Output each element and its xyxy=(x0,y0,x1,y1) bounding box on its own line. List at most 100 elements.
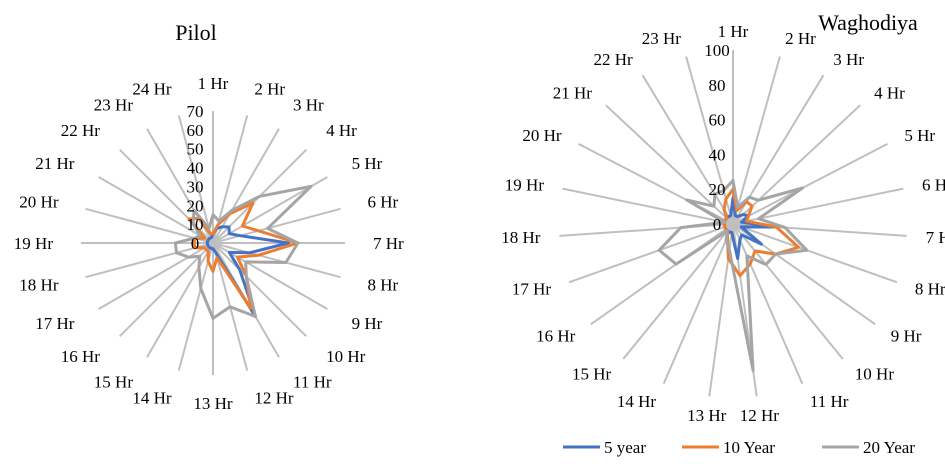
radar-spoke xyxy=(732,143,888,225)
category-label: 2 Hr xyxy=(254,80,285,99)
radial-tick-label: 0 xyxy=(713,215,722,234)
category-label: 5 Hr xyxy=(904,126,935,145)
category-label: 4 Hr xyxy=(874,83,905,102)
radial-tick-label: 0 xyxy=(191,234,200,253)
radar-spoke xyxy=(177,115,214,244)
radial-tick-label: 40 xyxy=(187,159,204,178)
category-label: 22 Hr xyxy=(61,121,101,140)
category-label: 2 Hr xyxy=(785,29,816,48)
category-label: 13 Hr xyxy=(193,394,233,413)
category-label: 18 Hr xyxy=(19,275,59,294)
radar-spoke xyxy=(732,104,861,225)
radar-spoke xyxy=(732,223,898,284)
category-label: 10 Hr xyxy=(326,347,366,366)
radar-spoke xyxy=(562,187,734,225)
category-label: 20 Hr xyxy=(522,126,562,145)
radar-spoke xyxy=(85,242,214,279)
category-label: 5 Hr xyxy=(352,154,383,173)
category-label: 19 Hr xyxy=(14,234,54,253)
category-label: 23 Hr xyxy=(642,29,682,48)
category-label: 9 Hr xyxy=(891,326,922,345)
category-label: 23 Hr xyxy=(94,95,134,114)
category-label: 3 Hr xyxy=(293,95,324,114)
category-label: 1 Hr xyxy=(718,22,749,41)
radar-spoke xyxy=(568,223,734,284)
category-label: 22 Hr xyxy=(593,50,633,69)
legend: 5 year 10 Year 20 Year xyxy=(563,438,915,457)
category-label: 12 Hr xyxy=(740,406,780,425)
category-label: 9 Hr xyxy=(352,314,383,333)
radial-tick-label: 20 xyxy=(709,180,726,199)
radar-spoke xyxy=(732,223,844,360)
radar-spoke xyxy=(212,242,308,338)
radar-spoke xyxy=(212,128,280,244)
category-label: 8 Hr xyxy=(368,275,399,294)
category-label: 14 Hr xyxy=(132,389,172,408)
category-label: 8 Hr xyxy=(915,280,945,299)
category-label: 24 Hr xyxy=(132,80,172,99)
radar-spoke xyxy=(212,242,328,310)
radar-spoke xyxy=(212,207,341,244)
category-label: 19 Hr xyxy=(505,176,545,195)
legend-label: 5 year xyxy=(604,438,646,457)
radar-spoke xyxy=(685,56,734,225)
category-label: 11 Hr xyxy=(810,392,849,411)
series-line xyxy=(173,184,313,320)
category-label: 3 Hr xyxy=(833,50,864,69)
legend-label: 20 Year xyxy=(863,438,915,457)
category-label: 1 Hr xyxy=(198,74,229,93)
radar-spoke xyxy=(641,74,734,225)
category-label: 15 Hr xyxy=(572,365,612,384)
category-label: 20 Hr xyxy=(19,193,59,212)
series-line xyxy=(187,201,300,310)
radial-tick-label: 20 xyxy=(187,196,204,215)
category-label: 11 Hr xyxy=(293,373,332,392)
category-label: 7 Hr xyxy=(373,234,404,253)
radial-tick-label: 70 xyxy=(187,102,204,121)
radial-tick-label: 100 xyxy=(704,41,730,60)
category-label: 18 Hr xyxy=(501,228,541,247)
radar-spoke xyxy=(732,223,804,384)
category-label: 21 Hr xyxy=(35,154,75,173)
radial-tick-label: 60 xyxy=(187,121,204,140)
radial-tick-label: 10 xyxy=(187,215,204,234)
category-label: 6 Hr xyxy=(922,176,945,195)
series-line xyxy=(205,225,290,318)
category-label: 15 Hr xyxy=(94,373,134,392)
category-label: 10 Hr xyxy=(855,365,895,384)
radial-tick-label: 50 xyxy=(187,140,204,159)
category-label: 6 Hr xyxy=(368,193,399,212)
radar-spoke xyxy=(146,242,214,358)
radar-spokes xyxy=(559,50,907,397)
category-label: 13 Hr xyxy=(687,406,727,425)
radar-spoke xyxy=(732,56,781,225)
legend-label: 10 Year xyxy=(723,438,775,457)
category-label: 14 Hr xyxy=(617,392,657,411)
series-line xyxy=(657,179,809,372)
radar-spoke xyxy=(118,242,214,338)
category-label: 16 Hr xyxy=(61,347,101,366)
category-label: 16 Hr xyxy=(536,326,576,345)
radial-tick-label: 60 xyxy=(709,111,726,130)
radial-tick-label: 80 xyxy=(709,76,726,95)
radar-spoke xyxy=(177,242,214,371)
chart-title: Waghodiya xyxy=(818,10,918,35)
radial-tick-label: 40 xyxy=(709,145,726,164)
radar-spokes xyxy=(81,111,345,375)
chart-title: Pilol xyxy=(175,20,217,45)
radar-spoke xyxy=(98,176,214,244)
category-label: 12 Hr xyxy=(254,389,294,408)
radar-spoke xyxy=(85,207,214,244)
radar-spoke xyxy=(662,223,734,384)
category-label: 17 Hr xyxy=(512,280,552,299)
radial-tick-label: 30 xyxy=(187,177,204,196)
radar-spoke xyxy=(98,242,214,310)
category-label: 21 Hr xyxy=(553,83,593,102)
category-label: 4 Hr xyxy=(326,121,357,140)
radar-spoke xyxy=(622,223,734,360)
radar-spoke xyxy=(590,223,734,326)
category-label: 17 Hr xyxy=(35,314,75,333)
